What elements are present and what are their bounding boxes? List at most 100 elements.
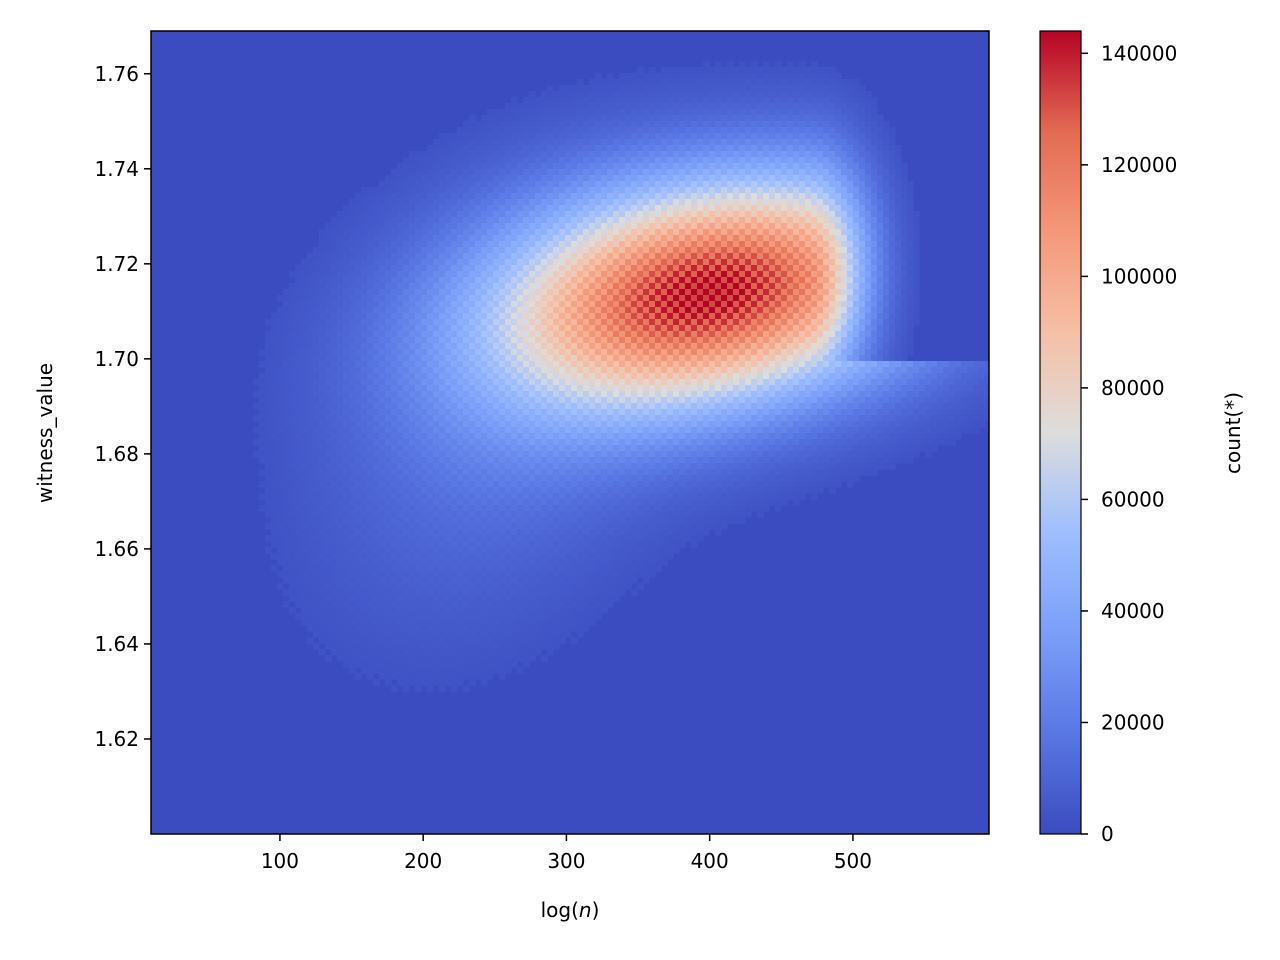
heatmap-cell xyxy=(385,253,392,260)
heatmap-cell xyxy=(769,133,776,140)
heatmap-cell xyxy=(595,247,602,254)
heatmap-cell xyxy=(769,205,776,212)
heatmap-cell xyxy=(691,217,698,224)
heatmap-cell xyxy=(643,343,650,350)
heatmap-cell xyxy=(427,343,434,350)
heatmap-cell xyxy=(691,253,698,260)
heatmap-cell xyxy=(565,373,572,380)
heatmap-cell xyxy=(877,295,884,302)
heatmap-cell xyxy=(895,319,902,326)
heatmap-cell xyxy=(517,115,524,122)
heatmap-cell xyxy=(565,241,572,248)
heatmap-cell xyxy=(619,175,626,182)
heatmap-cell xyxy=(763,277,770,284)
heatmap-cell xyxy=(427,199,434,206)
heatmap-cell xyxy=(523,259,530,266)
heatmap-cell xyxy=(583,289,590,296)
heatmap-cell xyxy=(355,193,362,200)
heatmap-cell xyxy=(361,367,368,374)
heatmap-cell xyxy=(775,241,782,248)
heatmap-cell xyxy=(529,271,536,278)
heatmap-cell xyxy=(769,343,776,350)
heatmap-cell xyxy=(685,157,692,164)
heatmap-cell xyxy=(655,79,662,86)
heatmap-cell xyxy=(787,175,794,182)
heatmap-cell xyxy=(805,145,812,152)
heatmap-cell xyxy=(463,127,470,134)
heatmap-cell xyxy=(529,163,536,170)
heatmap-cell xyxy=(385,301,392,308)
heatmap-cell xyxy=(697,307,704,314)
heatmap-cell xyxy=(601,133,608,140)
heatmap-cell xyxy=(277,373,284,380)
heatmap-cell xyxy=(565,133,572,140)
heatmap-cell xyxy=(661,193,668,200)
heatmap-cell xyxy=(847,151,854,158)
heatmap-cell xyxy=(553,121,560,128)
heatmap-cell xyxy=(415,385,422,392)
heatmap-cell xyxy=(607,91,614,98)
heatmap-cell xyxy=(565,337,572,344)
heatmap-cell xyxy=(667,103,674,110)
heatmap-cell xyxy=(577,361,584,368)
heatmap-cell xyxy=(649,217,656,224)
heatmap-cell xyxy=(643,181,650,188)
heatmap-cell xyxy=(577,355,584,362)
heatmap-cell xyxy=(739,223,746,230)
heatmap-cell xyxy=(751,205,758,212)
heatmap-cell xyxy=(619,241,626,248)
heatmap-cell xyxy=(823,355,830,362)
heatmap-cell xyxy=(883,337,890,344)
heatmap-cell xyxy=(361,223,368,230)
heatmap-cell xyxy=(733,283,740,290)
heatmap-cell xyxy=(685,73,692,80)
heatmap-cell xyxy=(451,367,458,374)
heatmap-cell xyxy=(841,97,848,104)
heatmap-cell xyxy=(601,313,608,320)
heatmap-cell xyxy=(793,103,800,110)
heatmap-cell xyxy=(583,361,590,368)
heatmap-cell xyxy=(385,313,392,320)
heatmap-cell xyxy=(601,253,608,260)
heatmap-cell xyxy=(463,307,470,314)
heatmap-cell xyxy=(709,97,716,104)
heatmap-cell xyxy=(685,187,692,194)
heatmap-cell xyxy=(361,187,368,194)
heatmap-cell xyxy=(625,85,632,92)
heatmap-cell xyxy=(745,283,752,290)
heatmap-cell xyxy=(445,313,452,320)
heatmap-cell xyxy=(367,217,374,224)
heatmap-cell xyxy=(787,295,794,302)
heatmap-cell xyxy=(547,163,554,170)
heatmap-cell xyxy=(739,295,746,302)
heatmap-cell xyxy=(697,301,704,308)
heatmap-cell xyxy=(853,121,860,128)
heatmap-cell xyxy=(655,91,662,98)
heatmap-cell xyxy=(865,133,872,140)
heatmap-cell xyxy=(475,295,482,302)
heatmap-cell xyxy=(589,127,596,134)
heatmap-cell xyxy=(661,265,668,272)
heatmap-cell xyxy=(739,91,746,98)
heatmap-cell xyxy=(679,217,686,224)
heatmap-cell xyxy=(409,157,416,164)
heatmap-cell xyxy=(331,385,338,392)
heatmap-cell xyxy=(667,85,674,92)
heatmap-cell xyxy=(613,181,620,188)
heatmap-cell xyxy=(877,289,884,296)
heatmap-cell xyxy=(505,289,512,296)
heatmap-cell xyxy=(643,157,650,164)
heatmap-cell xyxy=(763,109,770,116)
heatmap-cell xyxy=(835,139,842,146)
heatmap-cell xyxy=(733,385,740,392)
heatmap-cell xyxy=(379,349,386,356)
heatmap-cell xyxy=(421,373,428,380)
heatmap-cell xyxy=(613,163,620,170)
heatmap-cell xyxy=(511,325,518,332)
heatmap-cell xyxy=(745,127,752,134)
heatmap-cell xyxy=(553,157,560,164)
heatmap-cell xyxy=(841,145,848,152)
heatmap-cell xyxy=(535,211,542,218)
heatmap-cell xyxy=(817,133,824,140)
heatmap-cell xyxy=(559,307,566,314)
